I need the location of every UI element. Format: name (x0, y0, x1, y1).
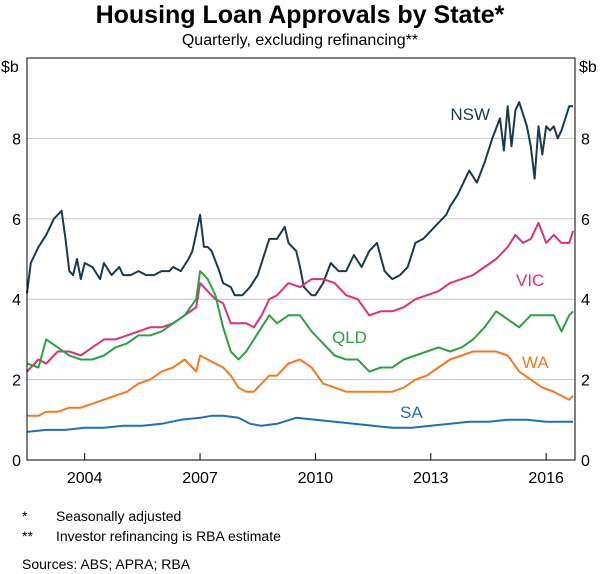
series-line-qld (26, 270, 574, 373)
footnote-mark: * (22, 508, 28, 524)
series-lines (26, 101, 575, 433)
x-ticks (84, 453, 547, 460)
series-label-vic: VIC (516, 271, 544, 290)
y-tick-label-left: 6 (12, 212, 21, 229)
y-tick-label-right: 0 (581, 453, 590, 470)
x-tick-label: 2016 (528, 470, 564, 487)
footnote-text: Investor refinancing is RBA estimate (56, 528, 281, 544)
y-tick-label-left: 0 (12, 453, 21, 470)
footnote-mark: ** (22, 528, 33, 544)
y-tick-label-left: 4 (12, 292, 21, 309)
y-unit-right: $b (579, 59, 597, 76)
footnote: ** Investor refinancing is RBA estimate (22, 526, 281, 546)
series-label-sa: SA (400, 403, 423, 422)
line-chart: 0 0 2 2 4 4 6 6 8 8 2004 2007 2010 2013 2016 $b $b NSW… (1, 57, 597, 487)
series-label-nsw: NSW (450, 105, 490, 124)
series-line-vic (26, 221, 575, 373)
footnote-text: Seasonally adjusted (56, 508, 182, 524)
y-tick-label-left: 2 (12, 373, 21, 390)
y-unit-left: $b (1, 59, 19, 76)
x-tick-label: 2004 (67, 470, 103, 487)
y-tick-label-right: 6 (581, 212, 590, 229)
gridlines (27, 137, 575, 381)
series-line-sa (26, 414, 574, 433)
y-tick-label-right: 4 (581, 292, 590, 309)
series-line-wa (27, 350, 574, 417)
x-tick-label: 2010 (298, 470, 334, 487)
chart-title: Housing Loan Approvals by State* (95, 1, 505, 29)
plot-frame (26, 57, 576, 461)
chart-subtitle: Quarterly, excluding refinancing** (181, 32, 419, 49)
x-tick-label: 2007 (182, 470, 218, 487)
series-label-qld: QLD (332, 328, 367, 347)
sources: Sources: ABS; APRA; RBA (22, 556, 191, 572)
axis-labels: 0 0 2 2 4 4 6 6 8 8 2004 2007 2010 2013 2016 (12, 131, 590, 487)
series-labels: NSW VIC QLD WA SA (332, 105, 549, 422)
y-tick-label-right: 8 (581, 131, 590, 148)
series-label-wa: WA (522, 353, 549, 372)
footnotes: * Seasonally adjusted ** Investor refina… (22, 506, 281, 546)
y-tick-label-right: 2 (581, 373, 590, 390)
series-line-nsw (26, 101, 574, 297)
y-tick-label-left: 8 (12, 131, 21, 148)
footnote: * Seasonally adjusted (22, 506, 281, 526)
x-tick-label: 2013 (413, 470, 449, 487)
